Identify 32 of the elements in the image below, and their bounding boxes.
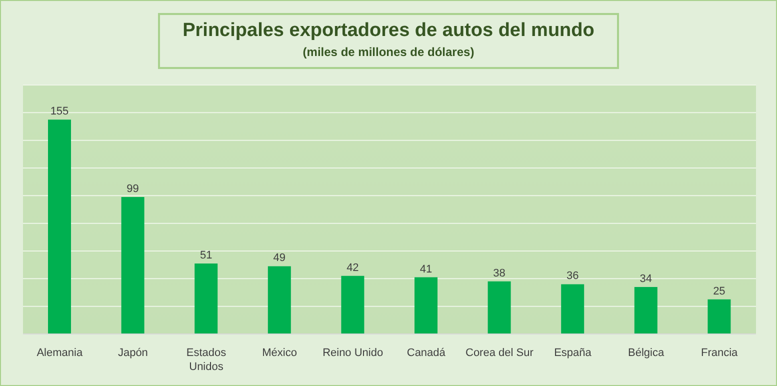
x-tick-label: Corea del Sur [466, 347, 534, 359]
bar [268, 266, 291, 334]
data-label: 155 [50, 106, 69, 118]
data-label: 41 [420, 263, 432, 276]
x-tick-label: Reino Unido [322, 347, 384, 359]
bar [561, 284, 584, 334]
data-label: 36 [566, 270, 579, 282]
bar [488, 281, 511, 334]
data-label: 38 [493, 267, 506, 280]
data-label: 25 [713, 285, 726, 298]
bar [48, 120, 71, 334]
x-tick-label: Japón [118, 347, 148, 359]
data-label: 51 [200, 249, 212, 262]
chart-subtitle: (miles de millones de dólares) [302, 45, 476, 59]
x-tick-label: Canadá [406, 347, 446, 359]
bar [194, 263, 218, 334]
x-tick-label: Bélgica [628, 347, 665, 359]
bar [708, 299, 731, 334]
bar [634, 286, 658, 334]
data-label: 42 [346, 262, 359, 274]
bar [414, 277, 438, 334]
data-label: 34 [640, 272, 652, 285]
x-tick-label: España [554, 347, 592, 359]
x-tick-label: México [262, 347, 297, 359]
x-tick-label: Francia [701, 347, 739, 359]
bar [121, 197, 144, 334]
x-tick-label: Estados Unidos [186, 347, 227, 373]
data-label: 99 [126, 183, 139, 196]
bar [341, 276, 364, 334]
x-tick-label: Alemania [36, 347, 84, 359]
chart-title: Principales exportadores de autos del mundo [182, 20, 596, 42]
data-label: 49 [273, 252, 286, 264]
